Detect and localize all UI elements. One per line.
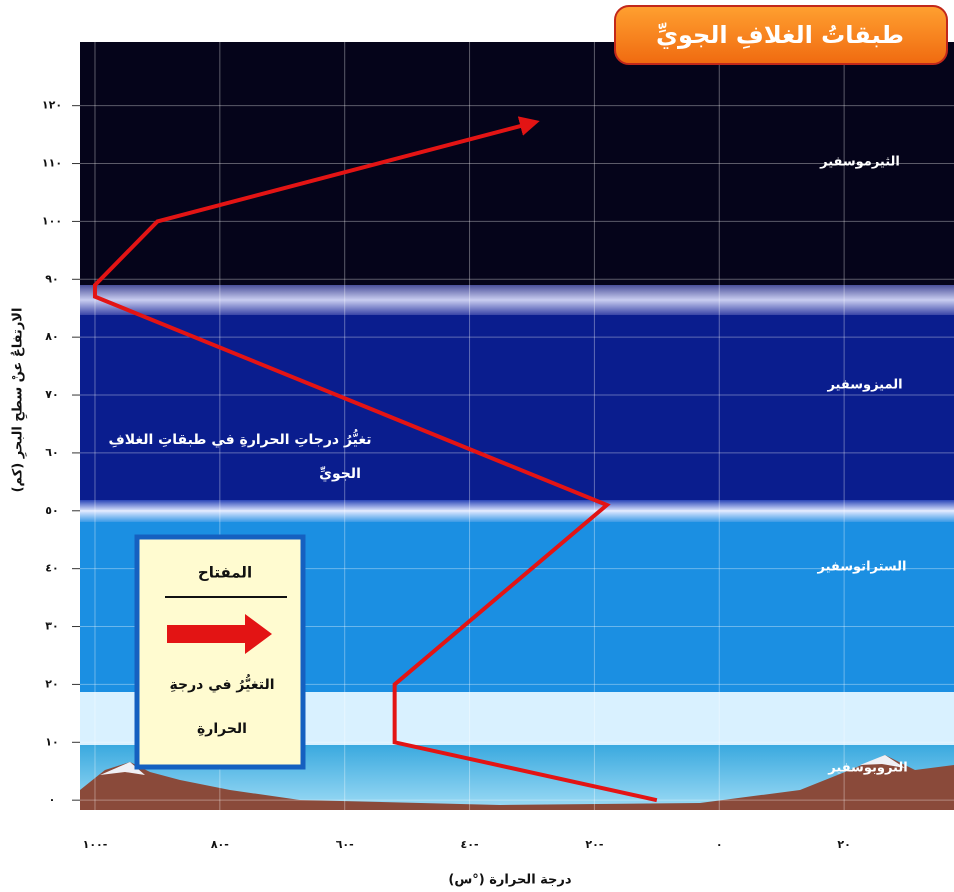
- legend-title: المفتاح: [198, 564, 252, 582]
- x-axis-label: درجة الحرارة (°س): [448, 873, 572, 888]
- x-tick-label: ٤٠-: [461, 838, 479, 851]
- legend-box: [134, 534, 306, 770]
- y-tick-label: ١١٠: [42, 157, 62, 170]
- y-tick-label: ٢٠: [45, 677, 58, 690]
- y-axis-label: الارتفاعُ عنْ سطحِ البحرِ (كم): [10, 308, 27, 493]
- y-tick-label: ٩٠: [45, 272, 58, 285]
- x-tick-label: ٢٠-: [585, 838, 603, 851]
- y-tick-label: ٨٠: [45, 330, 58, 343]
- x-tick-label: ٠: [716, 838, 723, 851]
- x-tick-label: ١٠٠-: [83, 838, 108, 851]
- x-tick-label: ٢٠: [837, 838, 850, 851]
- layer-label: التروبوسفير: [827, 761, 907, 776]
- layer-label: الستراتوسفير: [817, 560, 907, 575]
- legend-label: التغيُّرُ في درجةِ الحرارةِ: [170, 674, 275, 737]
- y-tick-label: ٥٠: [45, 504, 58, 517]
- y-tick-label: ٠: [49, 793, 56, 806]
- layer-label: الميزوسفير: [826, 378, 902, 393]
- legend: المفتاح التغيُّرُ في درجةِ الحرارةِ: [134, 534, 306, 770]
- y-tick-label: ٦٠: [45, 446, 58, 459]
- title-box: [614, 5, 948, 65]
- x-tick-label: ٨٠-: [211, 838, 229, 851]
- x-tick-label: ٦٠-: [336, 838, 354, 851]
- y-tick-label: ١٢٠: [42, 99, 62, 112]
- y-tick-label: ٤٠: [45, 562, 58, 575]
- plot: [92, 116, 658, 803]
- chart-title: طبقاتُ الغلافِ الجويِّ: [656, 21, 904, 49]
- y-tick-label: ٣٠: [45, 620, 58, 633]
- layer-label: الثيرموسفير: [819, 155, 900, 170]
- legend-swatch: [167, 614, 272, 654]
- annotation: تغيُّرُ درجاتِ الحرارةِ في طبقاتِ الغلاف…: [108, 429, 371, 483]
- y-tick-label: ٧٠: [45, 388, 58, 401]
- y-tick-label: ١٠: [45, 735, 58, 748]
- temperature-line: [92, 116, 658, 803]
- y-tick-label: ١٠٠: [42, 214, 62, 227]
